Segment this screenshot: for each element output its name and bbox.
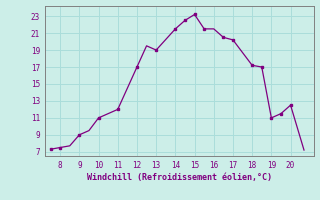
X-axis label: Windchill (Refroidissement éolien,°C): Windchill (Refroidissement éolien,°C) — [87, 173, 272, 182]
